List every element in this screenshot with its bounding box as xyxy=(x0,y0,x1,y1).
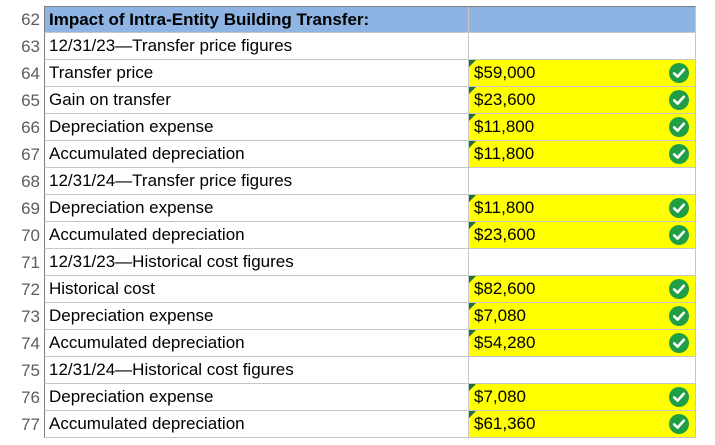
cell-comment-corner-icon xyxy=(469,114,476,121)
row-number[interactable]: 75 xyxy=(0,357,44,384)
check-circle-icon xyxy=(669,63,689,83)
answer-cell[interactable]: $82,600 xyxy=(469,276,696,303)
row-number[interactable]: 63 xyxy=(0,33,44,60)
row-number[interactable]: 62 xyxy=(0,6,44,33)
cell-comment-corner-icon xyxy=(469,87,476,94)
answer-value: $7,080 xyxy=(474,387,526,406)
answer-cell[interactable]: $61,360 xyxy=(469,411,696,438)
answer-cell[interactable]: $11,800 xyxy=(469,195,696,222)
label-cell[interactable]: Depreciation expense xyxy=(44,195,469,222)
check-circle-icon xyxy=(669,333,689,353)
label-cell[interactable]: 12/31/24—Transfer price figures xyxy=(44,168,469,195)
answer-value: $82,600 xyxy=(474,279,536,298)
check-circle-icon xyxy=(669,198,689,218)
sheet-row: 67 Accumulated depreciation $11,800 xyxy=(0,141,715,168)
label-cell[interactable]: 12/31/23—Transfer price figures xyxy=(44,33,469,60)
answer-value: $23,600 xyxy=(474,90,536,109)
label-cell[interactable]: Transfer price xyxy=(44,60,469,87)
label-cell[interactable]: Accumulated depreciation xyxy=(44,141,469,168)
row-number[interactable]: 66 xyxy=(0,114,44,141)
check-circle-icon xyxy=(669,306,689,326)
answer-cell[interactable]: $59,000 xyxy=(469,60,696,87)
answer-cell[interactable]: $7,080 xyxy=(469,384,696,411)
sheet-row: 77 Accumulated depreciation $61,360 xyxy=(0,411,715,438)
sheet-row: 74 Accumulated depreciation $54,280 xyxy=(0,330,715,357)
label-cell[interactable]: Accumulated depreciation xyxy=(44,411,469,438)
label-cell[interactable]: Accumulated depreciation xyxy=(44,330,469,357)
row-number[interactable]: 68 xyxy=(0,168,44,195)
check-circle-icon xyxy=(669,144,689,164)
row-number[interactable]: 71 xyxy=(0,249,44,276)
cell-comment-corner-icon xyxy=(469,384,476,391)
answer-value: $59,000 xyxy=(474,63,536,82)
cell-comment-corner-icon xyxy=(469,303,476,310)
label-cell[interactable]: Depreciation expense xyxy=(44,384,469,411)
row-number[interactable]: 72 xyxy=(0,276,44,303)
label-cell[interactable]: 12/31/23—Historical cost figures xyxy=(44,249,469,276)
sheet-row: 69 Depreciation expense $11,800 xyxy=(0,195,715,222)
sheet-row: 70 Accumulated depreciation $23,600 xyxy=(0,222,715,249)
sheet-row: 75 12/31/24—Historical cost figures xyxy=(0,357,715,384)
value-cell[interactable] xyxy=(469,357,696,384)
cell-comment-corner-icon xyxy=(469,411,476,418)
sheet-row: 71 12/31/23—Historical cost figures xyxy=(0,249,715,276)
check-circle-icon xyxy=(669,387,689,407)
sheet-row: 66 Depreciation expense $11,800 xyxy=(0,114,715,141)
check-circle-icon xyxy=(669,225,689,245)
answer-value: $54,280 xyxy=(474,333,536,352)
label-cell[interactable]: Gain on transfer xyxy=(44,87,469,114)
answer-cell[interactable]: $7,080 xyxy=(469,303,696,330)
section-header-cell[interactable]: Impact of Intra-Entity Building Transfer… xyxy=(44,6,469,33)
sheet-row: 64 Transfer price $59,000 xyxy=(0,60,715,87)
label-cell[interactable]: Depreciation expense xyxy=(44,114,469,141)
cell-comment-corner-icon xyxy=(469,276,476,283)
sheet-row: 76 Depreciation expense $7,080 xyxy=(0,384,715,411)
cell-comment-corner-icon xyxy=(469,60,476,67)
row-number[interactable]: 69 xyxy=(0,195,44,222)
row-number[interactable]: 65 xyxy=(0,87,44,114)
sheet-row: 72 Historical cost $82,600 xyxy=(0,276,715,303)
sheet-row: 65 Gain on transfer $23,600 xyxy=(0,87,715,114)
answer-cell[interactable]: $54,280 xyxy=(469,330,696,357)
cell-comment-corner-icon xyxy=(469,141,476,148)
row-number[interactable]: 76 xyxy=(0,384,44,411)
check-circle-icon xyxy=(669,117,689,137)
answer-value: $7,080 xyxy=(474,306,526,325)
answer-value: $11,800 xyxy=(474,117,535,136)
answer-value: $11,800 xyxy=(474,144,535,163)
answer-value: $61,360 xyxy=(474,414,536,433)
row-number[interactable]: 64 xyxy=(0,60,44,87)
check-circle-icon xyxy=(669,90,689,110)
value-cell[interactable] xyxy=(469,249,696,276)
sheet-row: 73 Depreciation expense $7,080 xyxy=(0,303,715,330)
check-circle-icon xyxy=(669,279,689,299)
answer-cell[interactable]: $11,800 xyxy=(469,114,696,141)
answer-cell[interactable]: $23,600 xyxy=(469,87,696,114)
value-cell[interactable] xyxy=(469,168,696,195)
cell-comment-corner-icon xyxy=(469,330,476,337)
value-cell[interactable] xyxy=(469,33,696,60)
answer-cell[interactable]: $23,600 xyxy=(469,222,696,249)
answer-value: $23,600 xyxy=(474,225,536,244)
row-number[interactable]: 70 xyxy=(0,222,44,249)
sheet-row: 68 12/31/24—Transfer price figures xyxy=(0,168,715,195)
value-cell[interactable] xyxy=(469,6,696,33)
answer-cell[interactable]: $11,800 xyxy=(469,141,696,168)
row-number[interactable]: 77 xyxy=(0,411,44,438)
label-cell[interactable]: Historical cost xyxy=(44,276,469,303)
label-cell[interactable]: Depreciation expense xyxy=(44,303,469,330)
sheet-row: 63 12/31/23—Transfer price figures xyxy=(0,33,715,60)
cell-comment-corner-icon xyxy=(469,222,476,229)
label-cell[interactable]: 12/31/24—Historical cost figures xyxy=(44,357,469,384)
answer-value: $11,800 xyxy=(474,198,535,217)
row-number[interactable]: 73 xyxy=(0,303,44,330)
row-number[interactable]: 74 xyxy=(0,330,44,357)
label-cell[interactable]: Accumulated depreciation xyxy=(44,222,469,249)
row-number[interactable]: 67 xyxy=(0,141,44,168)
check-circle-icon xyxy=(669,414,689,434)
cell-comment-corner-icon xyxy=(469,195,476,202)
sheet-row: 62 Impact of Intra-Entity Building Transf… xyxy=(0,6,715,33)
